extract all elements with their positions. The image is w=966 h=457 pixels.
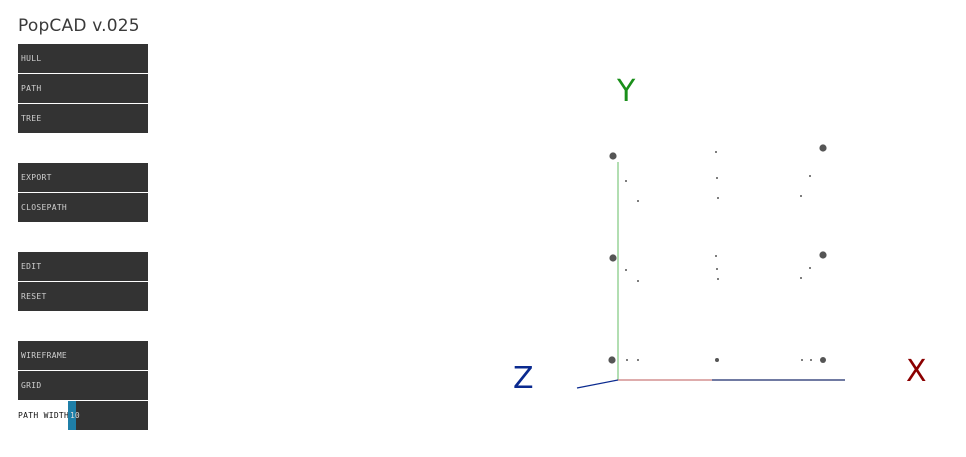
grid-point-small (717, 278, 719, 280)
app-title: PopCAD v.025 (18, 16, 140, 36)
menu-group-view: WIREFRAME GRID PATH WIDTH 10 (18, 341, 148, 430)
grid-point-small (637, 200, 639, 202)
menu-group-shape: HULL PATH TREE (18, 44, 148, 133)
z-axis-line (576, 379, 619, 389)
grid-point (819, 251, 827, 259)
grid-point-small (800, 195, 802, 197)
grid-point-small (800, 277, 802, 279)
path-width-slider-fill (68, 401, 76, 430)
reset-button[interactable]: RESET (18, 282, 148, 311)
menu-group-edit: EDIT RESET (18, 252, 148, 311)
grid-point-small (801, 359, 803, 361)
grid-point (819, 144, 827, 152)
menu-group-file: EXPORT CLOSEPATH (18, 163, 148, 222)
export-button[interactable]: EXPORT (18, 163, 148, 192)
grid-point-small (810, 359, 812, 361)
edit-button[interactable]: EDIT (18, 252, 148, 281)
closepath-button[interactable]: CLOSEPATH (18, 193, 148, 222)
grid-point (820, 357, 826, 363)
grid-point (715, 358, 719, 362)
grid-point-small (637, 359, 639, 361)
tree-button[interactable]: TREE (18, 104, 148, 133)
grid-point-small (625, 269, 627, 271)
grid-point-small (625, 180, 627, 182)
x-axis-label: X (906, 354, 927, 389)
grid-point-small (715, 255, 717, 257)
hull-button[interactable]: HULL (18, 44, 148, 73)
path-button[interactable]: PATH (18, 74, 148, 103)
grid-button[interactable]: GRID (18, 371, 148, 400)
grid-point-small (809, 175, 811, 177)
z-axis-label: Z (513, 361, 534, 396)
grid-point (609, 152, 617, 160)
grid-point (608, 356, 616, 364)
grid-point-small (716, 268, 718, 270)
path-width-control: PATH WIDTH 10 (18, 401, 148, 430)
grid-point-small (626, 359, 628, 361)
grid-point-small (716, 177, 718, 179)
wireframe-button[interactable]: WIREFRAME (18, 341, 148, 370)
grid-point-small (715, 151, 717, 153)
grid-point (609, 254, 617, 262)
path-width-label: PATH WIDTH (18, 411, 70, 420)
y-axis-label: Y (616, 74, 636, 109)
side-menu: HULL PATH TREE EXPORT CLOSEPATH EDIT RES… (18, 44, 148, 430)
grid-point-small (809, 267, 811, 269)
path-width-slider[interactable] (68, 401, 148, 430)
grid-point-small (717, 197, 719, 199)
path-width-value: 10 (70, 411, 80, 420)
grid-point-small (637, 280, 639, 282)
